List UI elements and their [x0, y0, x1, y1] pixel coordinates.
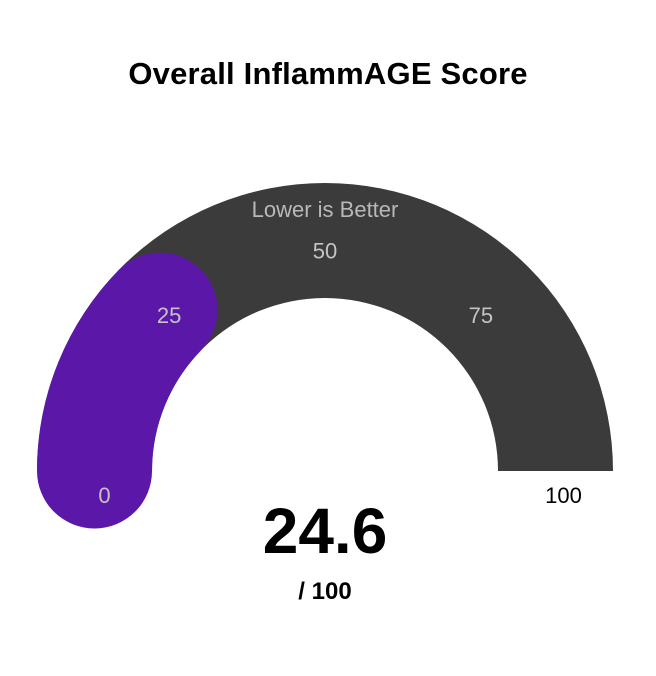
gauge-track: [37, 183, 613, 471]
tick-label-0: 0: [98, 483, 110, 508]
tick-label-25: 25: [157, 303, 181, 328]
tick-label-50: 50: [313, 239, 337, 264]
gauge-subtitle: Lower is Better: [252, 197, 399, 222]
tick-label-100: 100: [545, 483, 582, 508]
score-max-label: / 100: [298, 578, 352, 605]
tick-label-75: 75: [469, 303, 493, 328]
score-value: 24.6: [262, 495, 388, 567]
gauge-value-fill: [37, 252, 218, 529]
chart-title: Overall InflammAGE Score: [128, 56, 528, 91]
gauge-tick-labels: 0 25 50 75 100: [98, 239, 581, 509]
